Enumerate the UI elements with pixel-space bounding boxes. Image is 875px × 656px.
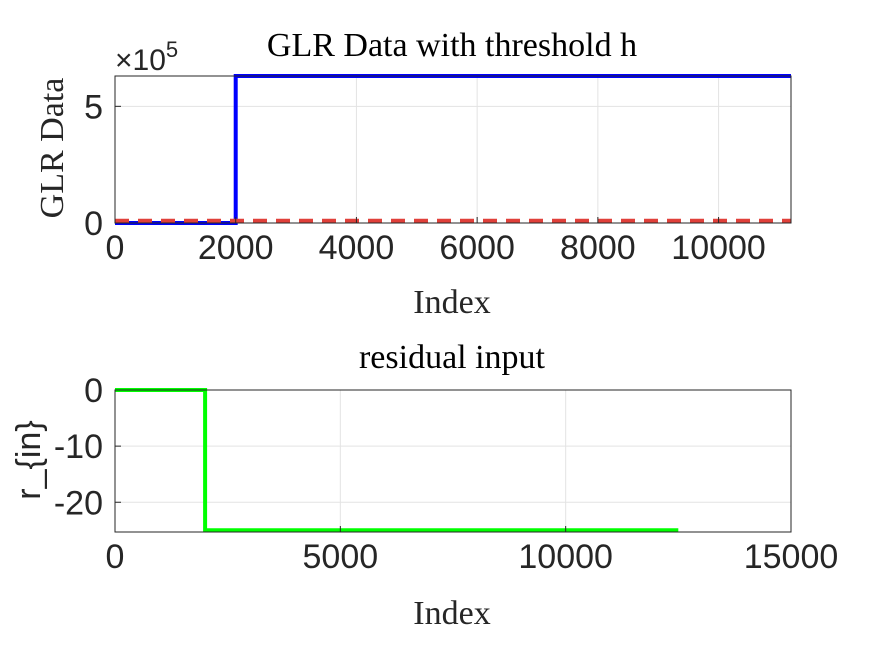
axes-frame (114, 75, 792, 224)
ticks: 0 2000 4000 6000 8000 10000 0 5 (84, 88, 766, 267)
x-tick-label: 0 (106, 229, 125, 267)
x-tick-label: 8000 (560, 229, 636, 267)
x-axis-label: Index (413, 284, 490, 321)
plot-area (115, 76, 791, 223)
y-tick-label: 0 (84, 205, 103, 243)
y-tick-label: 0 (84, 372, 103, 410)
ticks: 0 5000 10000 15000 0 -10 -20 (54, 372, 838, 576)
exponent-label: ×105 (115, 37, 178, 77)
chart-title: GLR Data with threshold h (267, 27, 637, 64)
y-tick-label: -10 (54, 428, 103, 466)
chart-title: residual input (359, 339, 546, 376)
y-axis-label: GLR Data (34, 78, 71, 219)
x-tick-label: 6000 (439, 229, 515, 267)
y-tick-label: 5 (84, 88, 103, 126)
residual-chart: 0 5000 10000 15000 0 -10 -20 residual input In… (10, 339, 838, 632)
x-axis-label: Index (413, 595, 490, 632)
y-axis-label: r_{in} (10, 420, 48, 499)
x-tick-label: 0 (106, 538, 125, 576)
x-tick-label: 10000 (518, 538, 613, 576)
glr-chart: 0 2000 4000 6000 8000 10000 0 5 GLR Data with t… (34, 27, 792, 321)
x-tick-label: 5000 (303, 538, 379, 576)
plot-area (115, 390, 791, 532)
y-tick-label: -20 (54, 484, 103, 522)
x-tick-label: 10000 (671, 229, 766, 267)
axes-frame (114, 389, 792, 533)
x-tick-label: 15000 (744, 538, 839, 576)
x-tick-label: 4000 (319, 229, 395, 267)
x-tick-label: 2000 (198, 229, 274, 267)
